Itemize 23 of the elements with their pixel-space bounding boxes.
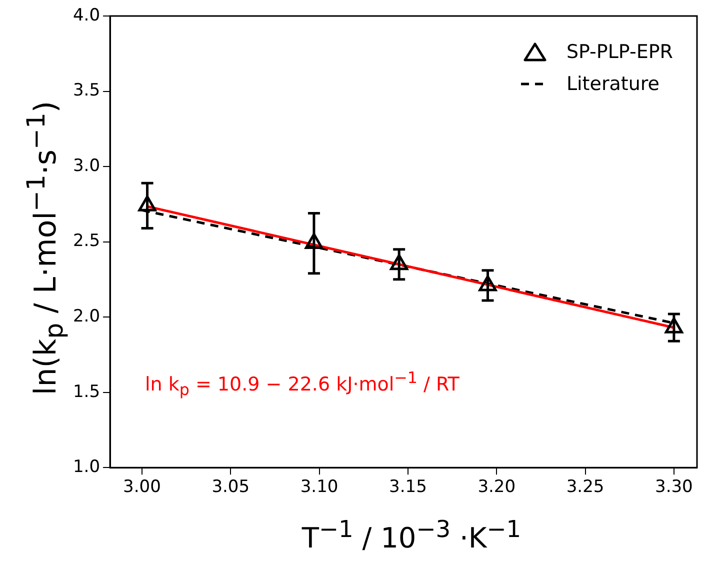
point [664,317,683,334]
y-tick-label: 2.0 [72,306,100,326]
legend-label: SP-PLP-EPR [566,41,673,63]
point [478,275,497,292]
x-tick-label: 3.20 [478,477,516,498]
y-tick-label: 2.5 [72,231,100,252]
annotation: ln k$_{p}$ = 10.9 − 22.6 kJ·mol$^{−1}$ / RT [145,368,460,400]
x-tick-label: 3.15 [389,477,427,498]
x-tick-label: 3.25 [566,477,604,498]
point [304,233,324,250]
x-tick-label: 3.00 [123,477,161,498]
x-tick-label: 3.10 [300,477,338,498]
y-tick-label: 3.0 [72,156,100,176]
y-tick-label: 1.5 [72,382,100,402]
point [390,254,408,270]
x-axis-title: T$^{−1}$ / 10$^{−3}$ ·K$^{−1}$ [300,515,522,554]
x-tick-label: 3.30 [655,477,693,498]
x-tick-label: 3.05 [212,477,250,498]
y-tick-label: 4.0 [72,5,100,26]
legend-label: Literature [566,73,660,95]
point [138,195,156,212]
y-tick-label: 3.5 [72,80,100,101]
y-tick-label: 1.0 [72,457,100,478]
